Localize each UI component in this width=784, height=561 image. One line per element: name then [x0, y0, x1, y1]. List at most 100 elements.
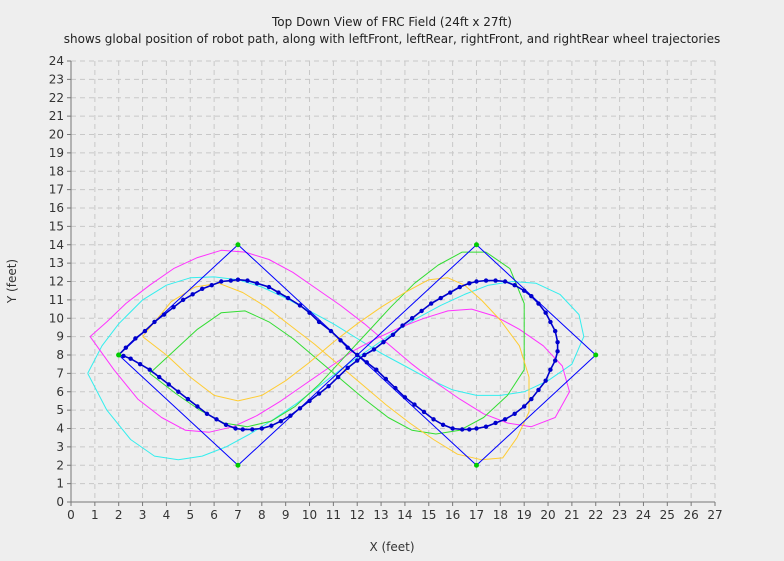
path-point-83 [269, 423, 274, 428]
path-point-17 [276, 290, 281, 295]
y-tick-label-3: 3 [56, 440, 64, 454]
path-point-38 [474, 426, 479, 431]
waypoint-marker-6 [116, 352, 122, 358]
path-point-26 [364, 360, 369, 365]
path-point-54 [536, 301, 541, 306]
path-point-29 [393, 385, 398, 391]
path-point-16 [266, 284, 272, 290]
y-tick-label-2: 2 [56, 458, 64, 472]
x-tick-label-12: 12 [350, 508, 365, 522]
y-tick-label-18: 18 [49, 164, 64, 178]
y-tick-label-15: 15 [49, 219, 64, 233]
y-tick-label-12: 12 [49, 275, 64, 289]
waypoint-marker-1 [235, 242, 241, 248]
path-point-62 [467, 281, 472, 286]
path-point-30 [402, 395, 408, 400]
path-point-40 [493, 420, 498, 426]
path-point-7 [180, 297, 186, 303]
path-point-66 [428, 301, 434, 306]
x-tick-label-4: 4 [163, 508, 171, 522]
path-point-95 [157, 374, 162, 380]
path-point-68 [409, 316, 415, 321]
x-tick-label-24: 24 [636, 508, 651, 522]
path-point-73 [362, 352, 367, 358]
y-tick-label-20: 20 [49, 128, 64, 142]
path-point-13 [235, 277, 241, 282]
x-tick-label-10: 10 [302, 508, 317, 522]
path-point-98 [128, 356, 133, 361]
y-tick-label-6: 6 [56, 385, 64, 399]
waypoint-marker-3 [593, 352, 599, 358]
path-point-94 [166, 382, 171, 387]
path-point-78 [316, 391, 322, 396]
y-tick-label-11: 11 [49, 293, 64, 307]
marker-layer [116, 242, 599, 468]
path-point-47 [548, 367, 553, 372]
x-tick-label-9: 9 [282, 508, 290, 522]
x-tick-label-17: 17 [469, 508, 484, 522]
x-tick-label-6: 6 [210, 508, 218, 522]
x-tick-label-22: 22 [588, 508, 603, 522]
series-line-cyan [87, 276, 585, 461]
path-point-90 [204, 411, 210, 416]
series-line-orange [142, 277, 530, 461]
path-point-49 [555, 349, 560, 354]
path-point-63 [457, 284, 462, 290]
series-line-magenta [89, 249, 570, 433]
path-point-52 [548, 319, 553, 325]
x-tick-label-26: 26 [684, 508, 699, 522]
path-point-4 [152, 319, 157, 325]
path-point-96 [147, 367, 152, 372]
path-point-21 [316, 319, 322, 325]
y-tick-label-16: 16 [49, 201, 64, 215]
x-tick-label-11: 11 [326, 508, 341, 522]
y-tick-label-13: 13 [49, 256, 64, 270]
path-point-41 [502, 417, 508, 422]
x-tick-label-3: 3 [139, 508, 147, 522]
path-point-74 [355, 358, 360, 363]
axes-layer: 0 1 2 3 4 5 6 7 8 9 10 11 12 13 14 15 16 17 18 19 20 21 22 23 24… [49, 54, 723, 522]
y-axis-label: Y (feet) [5, 259, 19, 304]
path-point-19 [297, 303, 303, 308]
x-axis-label: X (feet) [369, 540, 414, 554]
y-tick-label-23: 23 [49, 72, 64, 86]
path-point-37 [467, 427, 472, 432]
path-point-45 [536, 387, 541, 393]
path-point-14 [245, 278, 250, 283]
path-point-46 [543, 378, 548, 383]
x-tick-label-19: 19 [517, 508, 532, 522]
x-tick-label-7: 7 [234, 508, 242, 522]
x-tick-label-14: 14 [397, 508, 412, 522]
path-point-65 [438, 295, 443, 301]
path-point-27 [374, 367, 379, 372]
path-point-57 [512, 282, 517, 288]
path-point-82 [278, 418, 284, 424]
path-point-25 [355, 352, 360, 358]
path-point-24 [345, 345, 350, 350]
y-tick-label-21: 21 [49, 109, 64, 123]
x-tick-label-25: 25 [660, 508, 675, 522]
path-point-76 [335, 374, 341, 380]
path-point-1 [123, 345, 129, 350]
chart-subtitle: shows global position of robot path, alo… [64, 32, 721, 46]
path-point-56 [521, 288, 527, 293]
path-point-48 [552, 358, 558, 363]
y-tick-label-17: 17 [49, 183, 64, 197]
path-point-69 [400, 323, 405, 328]
path-point-34 [440, 422, 446, 428]
path-point-5 [161, 312, 167, 317]
path-point-70 [390, 332, 396, 337]
path-point-86 [240, 427, 245, 432]
path-point-60 [483, 278, 489, 283]
y-tick-label-5: 5 [56, 403, 64, 417]
path-point-35 [450, 426, 455, 431]
path-point-39 [483, 424, 489, 429]
path-point-61 [474, 279, 479, 284]
series-line-path [118, 278, 559, 431]
path-point-2 [133, 336, 138, 341]
y-tick-label-24: 24 [49, 54, 64, 68]
path-point-92 [185, 396, 191, 402]
path-point-32 [421, 409, 427, 415]
path-point-88 [223, 422, 229, 428]
